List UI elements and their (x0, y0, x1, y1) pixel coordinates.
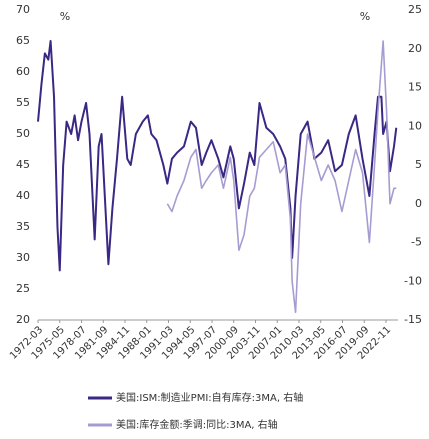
legend-label: 美国:库存金额:季调:同比:3MA, 右轴 (116, 418, 278, 431)
y-tick-label: 60 (16, 65, 30, 78)
y2-tick-label: 15 (408, 81, 422, 94)
y2-tick-label: 20 (408, 42, 422, 55)
y-tick-label: 55 (16, 96, 30, 109)
y2-tick-label: 25 (408, 3, 422, 16)
y-tick-label: 65 (16, 34, 30, 47)
y2-tick-label: -10 (404, 274, 422, 287)
y-tick-label: 40 (16, 189, 30, 202)
series-line (166, 40, 397, 314)
y-tick-label: 25 (16, 282, 30, 295)
y2-tick-label: 0 (415, 197, 422, 210)
right-unit: % (360, 10, 370, 23)
y2-tick-label: 10 (408, 119, 422, 132)
y-tick-label: 35 (16, 220, 30, 233)
y2-tick-label: 5 (415, 158, 422, 171)
y-tick-label: 20 (16, 313, 30, 326)
y-tick-label: 45 (16, 158, 30, 171)
y2-tick-label: -5 (411, 236, 422, 249)
left-unit: % (60, 10, 70, 23)
y-tick-label: 30 (16, 251, 30, 264)
y-tick-label: 70 (16, 3, 30, 16)
legend-label: 美国:ISM:制造业PMI:自有库存:3MA, 右轴 (116, 391, 303, 404)
y2-tick-label: -15 (404, 313, 422, 326)
series-line (37, 40, 398, 272)
y-tick-label: 50 (16, 127, 30, 140)
